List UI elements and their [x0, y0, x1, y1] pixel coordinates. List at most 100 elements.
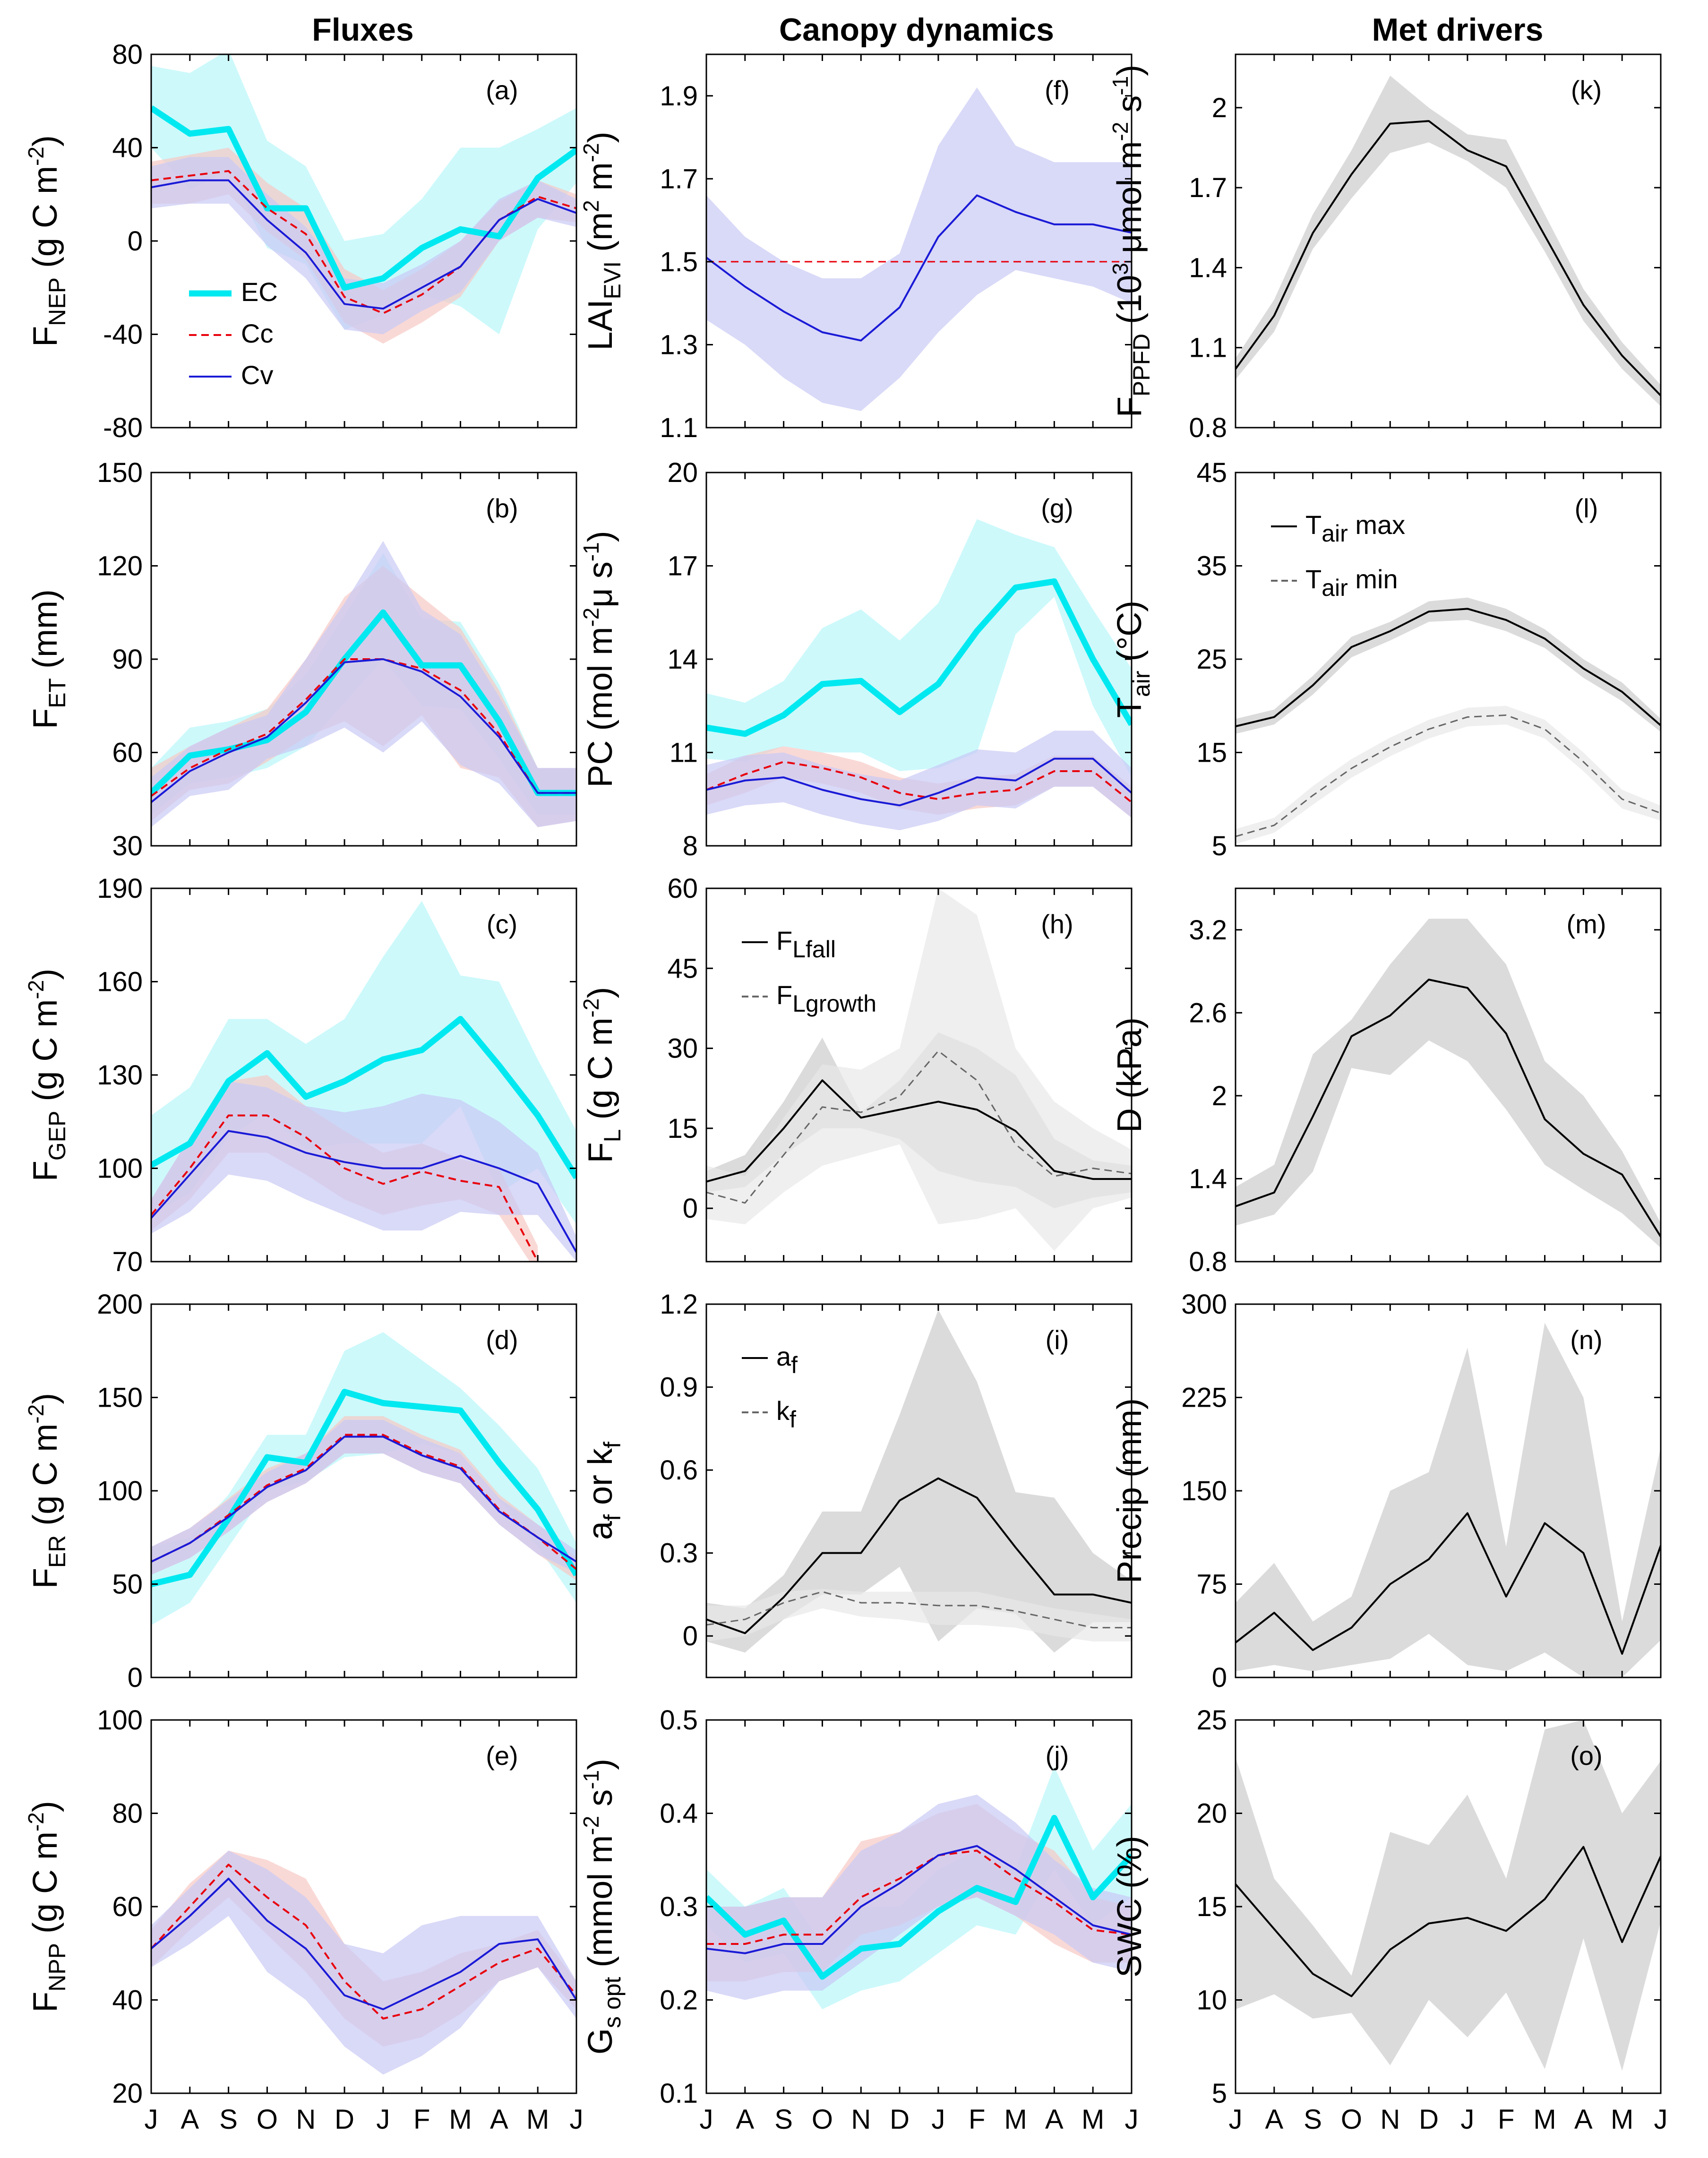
label-fragment: (g C m	[26, 1831, 64, 1943]
band-Cv	[151, 541, 576, 827]
y-tick-label: 90	[112, 644, 143, 675]
y-tick-label: 1.4	[1189, 252, 1227, 283]
y-tick-label: 300	[1181, 1289, 1227, 1320]
y-tick-label: 60	[112, 738, 143, 768]
y-tick-label: 80	[112, 1798, 143, 1829]
label-fragment: -2	[24, 1404, 48, 1424]
label-fragment: -2	[24, 146, 48, 166]
y-axis-label: Tair (°C)	[1111, 601, 1155, 718]
label-fragment: LAI	[582, 299, 619, 350]
label-fragment: f	[791, 1352, 798, 1378]
label-fragment: F	[26, 1992, 64, 2012]
y-tick-label: 1.1	[1189, 333, 1227, 363]
series-line-Cc	[151, 1434, 576, 1570]
plot-area	[1236, 597, 1661, 844]
label-fragment: (mm)	[26, 589, 64, 678]
x-tick-label: D	[890, 2104, 910, 2135]
panel-f: 1.91.71.51.31.1(f)LAIEVI (m2 m-2)	[579, 53, 1133, 443]
y-tick-label: 3.2	[1189, 915, 1227, 946]
panel-label: (e)	[486, 1741, 518, 1771]
label-fragment: air	[1128, 671, 1155, 697]
y-tick-label: 0.3	[660, 1891, 698, 1922]
legend-entry: kf	[776, 1396, 796, 1433]
y-axis-label: FET (mm)	[26, 589, 70, 729]
label-fragment: L	[599, 1129, 626, 1143]
label-fragment: NEP	[44, 277, 70, 326]
y-tick-label: 1.3	[660, 329, 698, 360]
series-line-Cv	[151, 1436, 576, 1563]
label-fragment: -2	[579, 1816, 603, 1835]
x-tick-label: M	[1081, 2104, 1104, 2135]
x-tick-label: N	[296, 2104, 316, 2135]
x-tick-label: N	[851, 2104, 871, 2135]
plot-area	[151, 901, 576, 1262]
y-axis-label: FPPFD (103 μmol m-2 s-1)	[1108, 65, 1155, 417]
x-tick-label: J	[931, 2104, 945, 2135]
band-SWC	[1236, 1720, 1661, 2071]
panel-m: 3.2 2.6 2 1.4 0.8 (m) D (kPa)	[1111, 887, 1662, 1277]
label-fragment: s	[582, 561, 619, 588]
band-Cv	[151, 1081, 576, 1262]
band-Cv	[151, 1419, 576, 1575]
x-tick-label: S	[219, 2104, 238, 2135]
label-fragment: F	[26, 1568, 64, 1589]
panel-label: (b)	[486, 493, 518, 523]
legend-entry: Tair min	[1305, 564, 1398, 601]
y-tick-label: 60	[667, 873, 698, 904]
series-line-Precip	[1236, 1512, 1661, 1655]
y-tick-label: 1.4	[1189, 1163, 1227, 1194]
y-axis-label: FNEP (g C m-2)	[24, 135, 70, 347]
label-fragment: a	[582, 1521, 619, 1540]
y-tick-label: 50	[112, 1569, 143, 1600]
label-fragment: f	[790, 1406, 796, 1433]
panel-a: 80 40 0 -40 -80 (a) FNEP (g C m-2) EC Cc Cv	[24, 39, 577, 443]
band-PPFD	[1236, 76, 1661, 406]
label-fragment: air	[1322, 520, 1348, 547]
label-fragment: μ	[582, 588, 619, 607]
y-axis-label: FL (g C m-2)	[579, 987, 626, 1163]
series-line-Cc	[151, 658, 576, 797]
y-tick-label: 0	[683, 1621, 698, 1651]
x-tick-label: D	[335, 2104, 354, 2135]
band-Cv	[706, 731, 1132, 831]
y-tick-label: 150	[97, 457, 143, 488]
label-fragment: mol m	[1111, 141, 1149, 234]
x-tick-label: J	[1654, 2104, 1668, 2135]
label-fragment: -2	[579, 143, 603, 162]
plot-area	[151, 541, 576, 827]
y-tick-label: 100	[97, 1476, 143, 1506]
label-fragment: EVI	[599, 261, 626, 300]
legend-entry: EC	[241, 277, 278, 307]
label-fragment: ER	[44, 1535, 70, 1568]
y-tick-label: 60	[112, 1891, 143, 1922]
label-fragment: ET	[44, 678, 70, 708]
label-fragment: )	[26, 1801, 64, 1812]
label-fragment: T	[1305, 564, 1322, 594]
band-Tmax	[1236, 597, 1661, 734]
y-tick-label: 100	[97, 1705, 143, 1736]
y-tick-label: 2	[1212, 93, 1227, 123]
plot-area	[706, 87, 1132, 411]
y-tick-label: 1.9	[660, 81, 698, 112]
plot-area	[706, 519, 1132, 831]
label-fragment: -2	[1108, 122, 1133, 141]
legend: EC Cc Cv	[189, 277, 278, 390]
plot-area	[1236, 1720, 1661, 2071]
band-Cv	[706, 1795, 1132, 2000]
x-tick-label: A	[490, 2104, 508, 2135]
label-fragment: -2	[579, 998, 603, 1018]
y-tick-label: 30	[112, 831, 143, 861]
label-fragment: Lfall	[792, 936, 836, 963]
label-fragment: f	[599, 1442, 626, 1448]
band-EC	[151, 901, 576, 1224]
series-line-Cc	[151, 1864, 576, 2020]
x-tick-label: A	[736, 2104, 754, 2135]
axes-frame	[1235, 472, 1662, 847]
y-tick-label: 25	[1196, 1705, 1227, 1736]
label-fragment: (g C m	[582, 1018, 619, 1129]
label-fragment: (m	[582, 212, 619, 261]
y-tick-label: 80	[112, 39, 143, 70]
